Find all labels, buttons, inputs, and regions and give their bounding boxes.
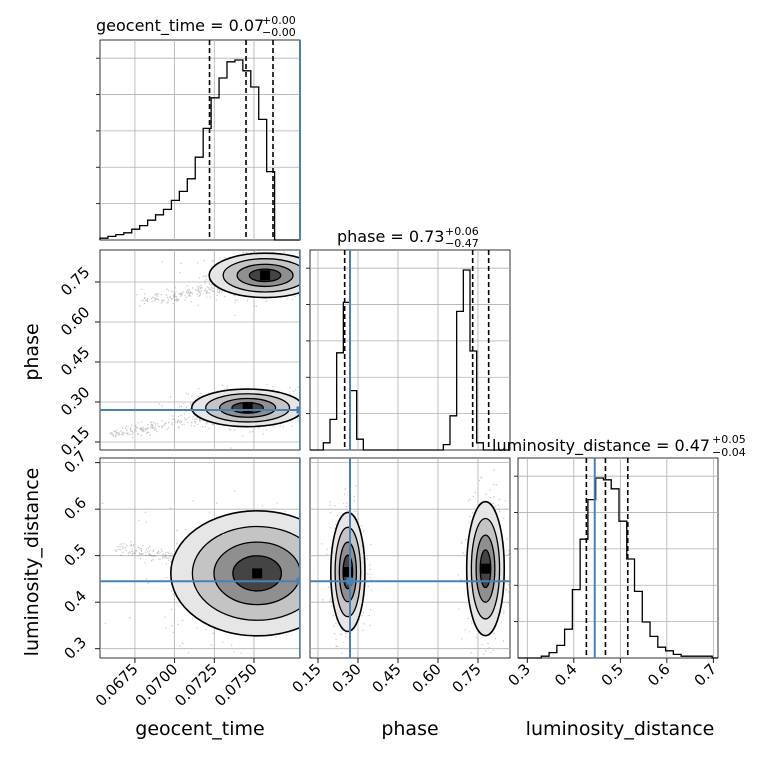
panel-frame-2-2 — [517, 457, 719, 659]
ytick-label-phase-2: 0.45 — [57, 343, 93, 379]
xtick-label-luminosity_distance-2: 0.5 — [598, 660, 628, 690]
ylabel-phase: phase — [21, 323, 43, 380]
density-peak-1-0 — [252, 568, 263, 579]
title-geocent-time-sup: +0.00 — [262, 14, 296, 27]
ytick-label-phase-4: 0.75 — [57, 263, 93, 299]
ytick-label-phase-3: 0.60 — [57, 303, 93, 339]
ytick-label-luminosity_distance-0: 0.3 — [60, 633, 90, 663]
pair-content-0 — [100, 250, 300, 450]
title-phase-main: phase = 0.73 — [337, 227, 444, 246]
xtick-label-geocent_time-2: 0.0725 — [171, 660, 221, 710]
xtick-label-luminosity_distance-0: 0.3 — [505, 660, 535, 690]
title-phase-sup: +0.06 — [445, 225, 479, 238]
density-peak-2-0 — [342, 566, 353, 577]
ytick-label-phase-1: 0.30 — [57, 383, 93, 419]
ytick-label-luminosity_distance-1: 0.4 — [60, 587, 90, 617]
truth-marker-1 — [296, 577, 300, 585]
xlabel-phase: phase — [381, 718, 438, 740]
title-luminosity-distance-main: luminosity_distance = 0.47 — [492, 436, 710, 456]
panel-frame-1-1 — [309, 249, 511, 451]
xtick-label-phase-0: 0.15 — [288, 660, 324, 696]
xtick-label-luminosity_distance-3: 0.6 — [644, 660, 674, 690]
histogram-luminosity_distance — [518, 477, 718, 659]
pair-content-2 — [310, 458, 510, 658]
xtick-label-luminosity_distance-4: 0.7 — [691, 660, 721, 690]
density-peak-2-1 — [480, 563, 491, 574]
pair-content-1 — [100, 458, 300, 658]
ytick-label-luminosity_distance-3: 0.6 — [60, 494, 90, 524]
density-peak-0-0 — [260, 270, 271, 281]
truth-marker-0 — [296, 406, 300, 414]
xtick-label-phase-2: 0.45 — [368, 660, 404, 696]
xtick-label-phase-4: 0.75 — [448, 660, 484, 696]
density-peak-0-1 — [242, 402, 253, 413]
truth-marker-2 — [346, 577, 354, 585]
xlabel-luminosity-distance: luminosity_distance — [526, 718, 715, 740]
panel-frame-0-0 — [99, 39, 301, 241]
title-luminosity-distance: luminosity_distance = 0.47 +0.05 −0.04 — [492, 433, 746, 459]
ylabel-luminosity-distance: luminosity_distance — [21, 468, 43, 657]
xtick-label-geocent_time-0: 0.0675 — [92, 660, 142, 710]
ytick-label-luminosity_distance-2: 0.5 — [60, 540, 90, 570]
title-luminosity-distance-sub: −0.04 — [712, 446, 746, 459]
xlabel-geocent-time: geocent_time — [135, 718, 264, 740]
title-geocent-time: geocent_time = 0.07 +0.00 −0.00 — [96, 14, 296, 39]
title-phase-sub: −0.47 — [445, 237, 479, 250]
title-geocent-time-main: geocent_time = 0.07 — [96, 16, 264, 36]
histogram-phase — [310, 269, 510, 451]
xtick-label-geocent_time-3: 0.0750 — [211, 660, 261, 710]
xtick-label-luminosity_distance-1: 0.4 — [551, 660, 581, 690]
title-phase: phase = 0.73 +0.06 −0.47 — [337, 225, 479, 250]
title-geocent-time-sub: −0.00 — [262, 26, 296, 39]
histogram-geocent_time — [99, 59, 300, 241]
title-luminosity-distance-sup: +0.05 — [712, 433, 746, 446]
xtick-label-phase-1: 0.30 — [328, 660, 364, 696]
xtick-label-phase-3: 0.60 — [408, 660, 444, 696]
xtick-label-geocent_time-1: 0.0700 — [132, 660, 182, 710]
